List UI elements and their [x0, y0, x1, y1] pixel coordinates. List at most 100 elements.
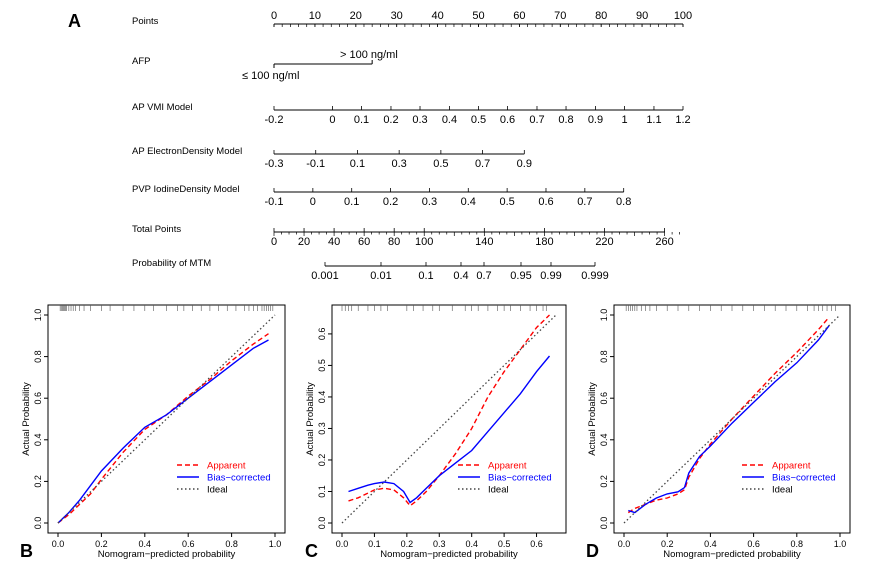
nomogram-tick-label: 0.1	[350, 158, 365, 170]
nomogram-tick-label: 0.001	[311, 270, 339, 282]
nomogram-tick-label: 0.7	[475, 158, 490, 170]
calibration-plots: 0.0 0.2 0.4 0.6 0.8 1.0 0.0 0.2 0.4 0.6 0.8 1.0 Nomo…	[21, 304, 851, 560]
y-tick-label: 0.4	[599, 434, 609, 447]
nomogram-tick-label: 0.95	[510, 270, 531, 282]
nomogram-tick-label: 60	[358, 236, 370, 248]
y-tick-label: 1.0	[599, 309, 609, 322]
nomogram-tick-label: 0.9	[588, 114, 603, 126]
y-tick-label: 1.0	[33, 309, 43, 322]
nomogram-tick-label: 60	[513, 10, 525, 22]
x-tick-label: 1.0	[834, 539, 847, 549]
nomogram-tick-label: 0.4	[461, 196, 476, 208]
nomogram-tick-label: 140	[475, 236, 493, 248]
nomogram-tick-label: 20	[350, 10, 362, 22]
nomogram-tick-label: 20	[298, 236, 310, 248]
y-axis-label: Actual Probability	[305, 382, 316, 456]
nomogram-tick-label: 0	[329, 114, 335, 126]
series-line-ideal	[341, 314, 557, 524]
legend-label: Ideal	[207, 485, 228, 496]
nomogram-tick-label: -0.1	[306, 158, 325, 170]
nomogram-tick-label: 0.2	[383, 196, 398, 208]
legend-label: Apparent	[772, 461, 811, 472]
x-tick-label: 0.4	[139, 539, 152, 549]
nomogram-tick-label: 30	[391, 10, 403, 22]
nomogram-tick-label: 220	[595, 236, 613, 248]
nomogram-tick-label: 0.3	[392, 158, 407, 170]
legend-label: Bias−corrected	[772, 473, 836, 484]
series-line-apparent	[348, 314, 550, 507]
nomogram-tick-label: 260	[655, 236, 673, 248]
y-tick-label: 0.0	[33, 517, 43, 530]
nomogram-tick-label: -0.3	[265, 158, 284, 170]
nomogram-tick-label: 0.3	[422, 196, 437, 208]
x-tick-label: 0.2	[661, 539, 674, 549]
y-tick-label: 0.4	[33, 434, 43, 447]
x-tick-label: 0.3	[433, 539, 446, 549]
nomogram-tick-label: -0.2	[265, 114, 284, 126]
panel-label-b: B	[20, 541, 33, 561]
nomogram-row-label: AP VMI Model	[132, 102, 193, 113]
y-tick-label: 0.6	[33, 392, 43, 405]
x-axis-label: Nomogram−predicted probability	[663, 549, 801, 560]
nomogram-tick-label: 0.5	[433, 158, 448, 170]
y-tick-label: 0.2	[599, 475, 609, 488]
nomogram-tick-label: 10	[309, 10, 321, 22]
nomogram-tick-label: 0.1	[344, 196, 359, 208]
nomogram-tick-label: 0.6	[538, 196, 553, 208]
x-tick-label: 0.0	[52, 539, 65, 549]
nomogram-tick-label: 0.4	[453, 270, 468, 282]
nomogram-tick-label: 80	[595, 10, 607, 22]
nomogram-tick-label: 0	[271, 236, 277, 248]
x-tick-label: 0.0	[336, 539, 349, 549]
series-line-apparent	[627, 316, 830, 514]
nomogram-row-label: PVP IodineDensity Model	[132, 184, 240, 195]
legend-label: Ideal	[772, 485, 793, 496]
y-tick-label: 0.5	[317, 359, 327, 372]
legend-label: Bias−corrected	[207, 473, 271, 484]
y-tick-label: 0.8	[599, 350, 609, 363]
x-tick-label: 0.2	[401, 539, 414, 549]
nomogram-tick-label: 100	[415, 236, 433, 248]
nomogram-row-label: Total Points	[132, 224, 181, 235]
y-tick-label: 0.0	[599, 517, 609, 530]
nomogram-tick-label: 1.1	[646, 114, 661, 126]
x-tick-label: 0.8	[225, 539, 238, 549]
nomogram-tick-label: 180	[535, 236, 553, 248]
x-tick-label: 0.4	[704, 539, 717, 549]
nomogram-tick-label: 0.5	[471, 114, 486, 126]
x-tick-label: 0.1	[368, 539, 381, 549]
nomogram-tick-label: 40	[328, 236, 340, 248]
panel-label-d: D	[586, 541, 599, 561]
y-tick-label: 0.0	[317, 517, 327, 530]
nomogram-tick-label: 0.9	[517, 158, 532, 170]
x-tick-label: 0.4	[465, 539, 478, 549]
x-tick-label: 0.6	[530, 539, 543, 549]
panel-label-c: C	[305, 541, 318, 561]
nomogram-tick-label: 1	[621, 114, 627, 126]
nomogram-tick-label: 50	[472, 10, 484, 22]
x-axis-label: Nomogram−predicted probability	[380, 549, 518, 560]
nomogram-tick-label: 0.8	[558, 114, 573, 126]
nomogram-row-label: Probability of MTM	[132, 258, 211, 269]
y-tick-label: 0.4	[317, 391, 327, 404]
nomogram-tick-label: 0.8	[616, 196, 631, 208]
nomogram-tick-label: 0.1	[354, 114, 369, 126]
y-tick-label: 0.1	[317, 485, 327, 498]
nomogram-row-label: AFP	[132, 56, 150, 67]
nomogram-tick-label: 0.99	[540, 270, 561, 282]
series-line-ideal	[57, 314, 276, 524]
calibration-plot-b: 0.0 0.2 0.4 0.6 0.8 1.0 0.0 0.2 0.4 0.6 0.8 1.0 Nomo…	[21, 304, 286, 560]
nomogram-tick-label: 40	[431, 10, 443, 22]
y-tick-label: 0.6	[599, 392, 609, 405]
nomogram-tick-label: 0.01	[370, 270, 391, 282]
nomogram-row-label: Points	[132, 16, 159, 27]
nomogram-tick-label: 0	[310, 196, 316, 208]
x-tick-label: 0.6	[747, 539, 760, 549]
nomogram-tick-label: 80	[388, 236, 400, 248]
x-tick-label: 0.5	[498, 539, 511, 549]
calibration-plot-c: 0.0 0.1 0.2 0.3 0.4 0.5 0.6 0.0 0.1 0.2 0.3 0.4 0.5 0…	[305, 304, 567, 560]
legend-label: Apparent	[207, 461, 246, 472]
y-tick-label: 0.3	[317, 422, 327, 435]
y-tick-label: 0.2	[317, 454, 327, 467]
